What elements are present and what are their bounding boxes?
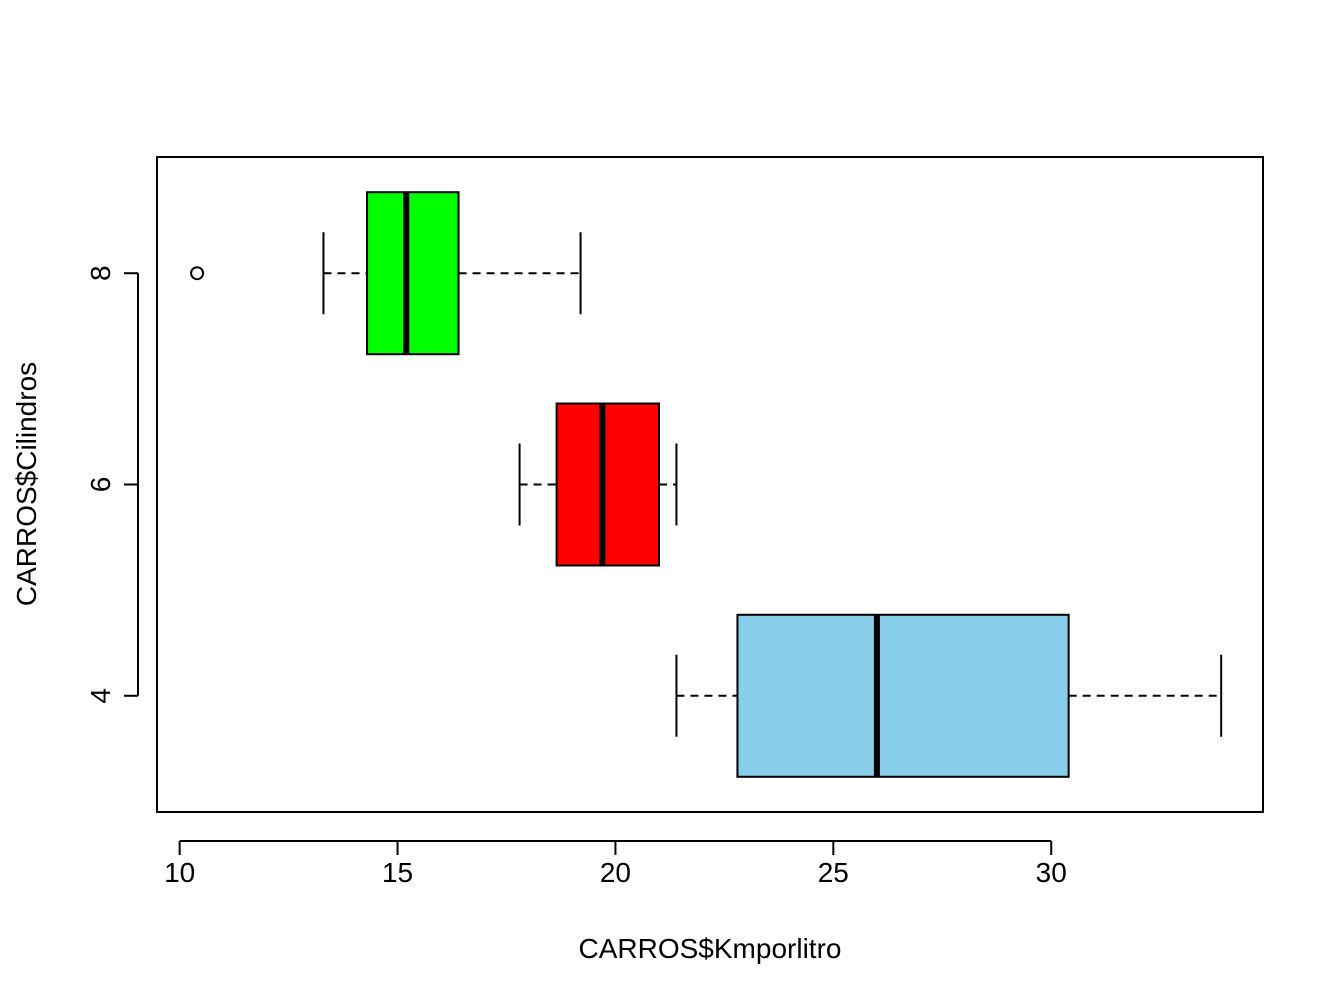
y-tick-label: 8 <box>85 265 116 281</box>
x-tick-label: 30 <box>1036 857 1067 888</box>
iqr-box <box>736 613 1070 778</box>
iqr-box <box>366 191 460 356</box>
y-tick-label: 4 <box>85 688 116 704</box>
box-group-8 <box>190 191 582 356</box>
box-group-6 <box>518 402 678 567</box>
x-axis-title: CARROS$Kmporlitro <box>579 933 842 964</box>
iqr-box <box>555 402 661 567</box>
outlier-point <box>190 266 205 281</box>
x-tick-label: 20 <box>600 857 631 888</box>
plot-frame <box>156 156 1264 813</box>
y-tick-label: 6 <box>85 477 116 493</box>
x-tick-label: 25 <box>818 857 849 888</box>
plot-area <box>190 191 1223 778</box>
y-axis-title: CARROS$Cilindros <box>11 362 42 606</box>
x-tick-label: 10 <box>164 857 195 888</box>
axes: 10 15 20 25 30 4 6 8 <box>85 265 1067 888</box>
box-group-4 <box>675 613 1223 778</box>
x-tick-label: 15 <box>382 857 413 888</box>
